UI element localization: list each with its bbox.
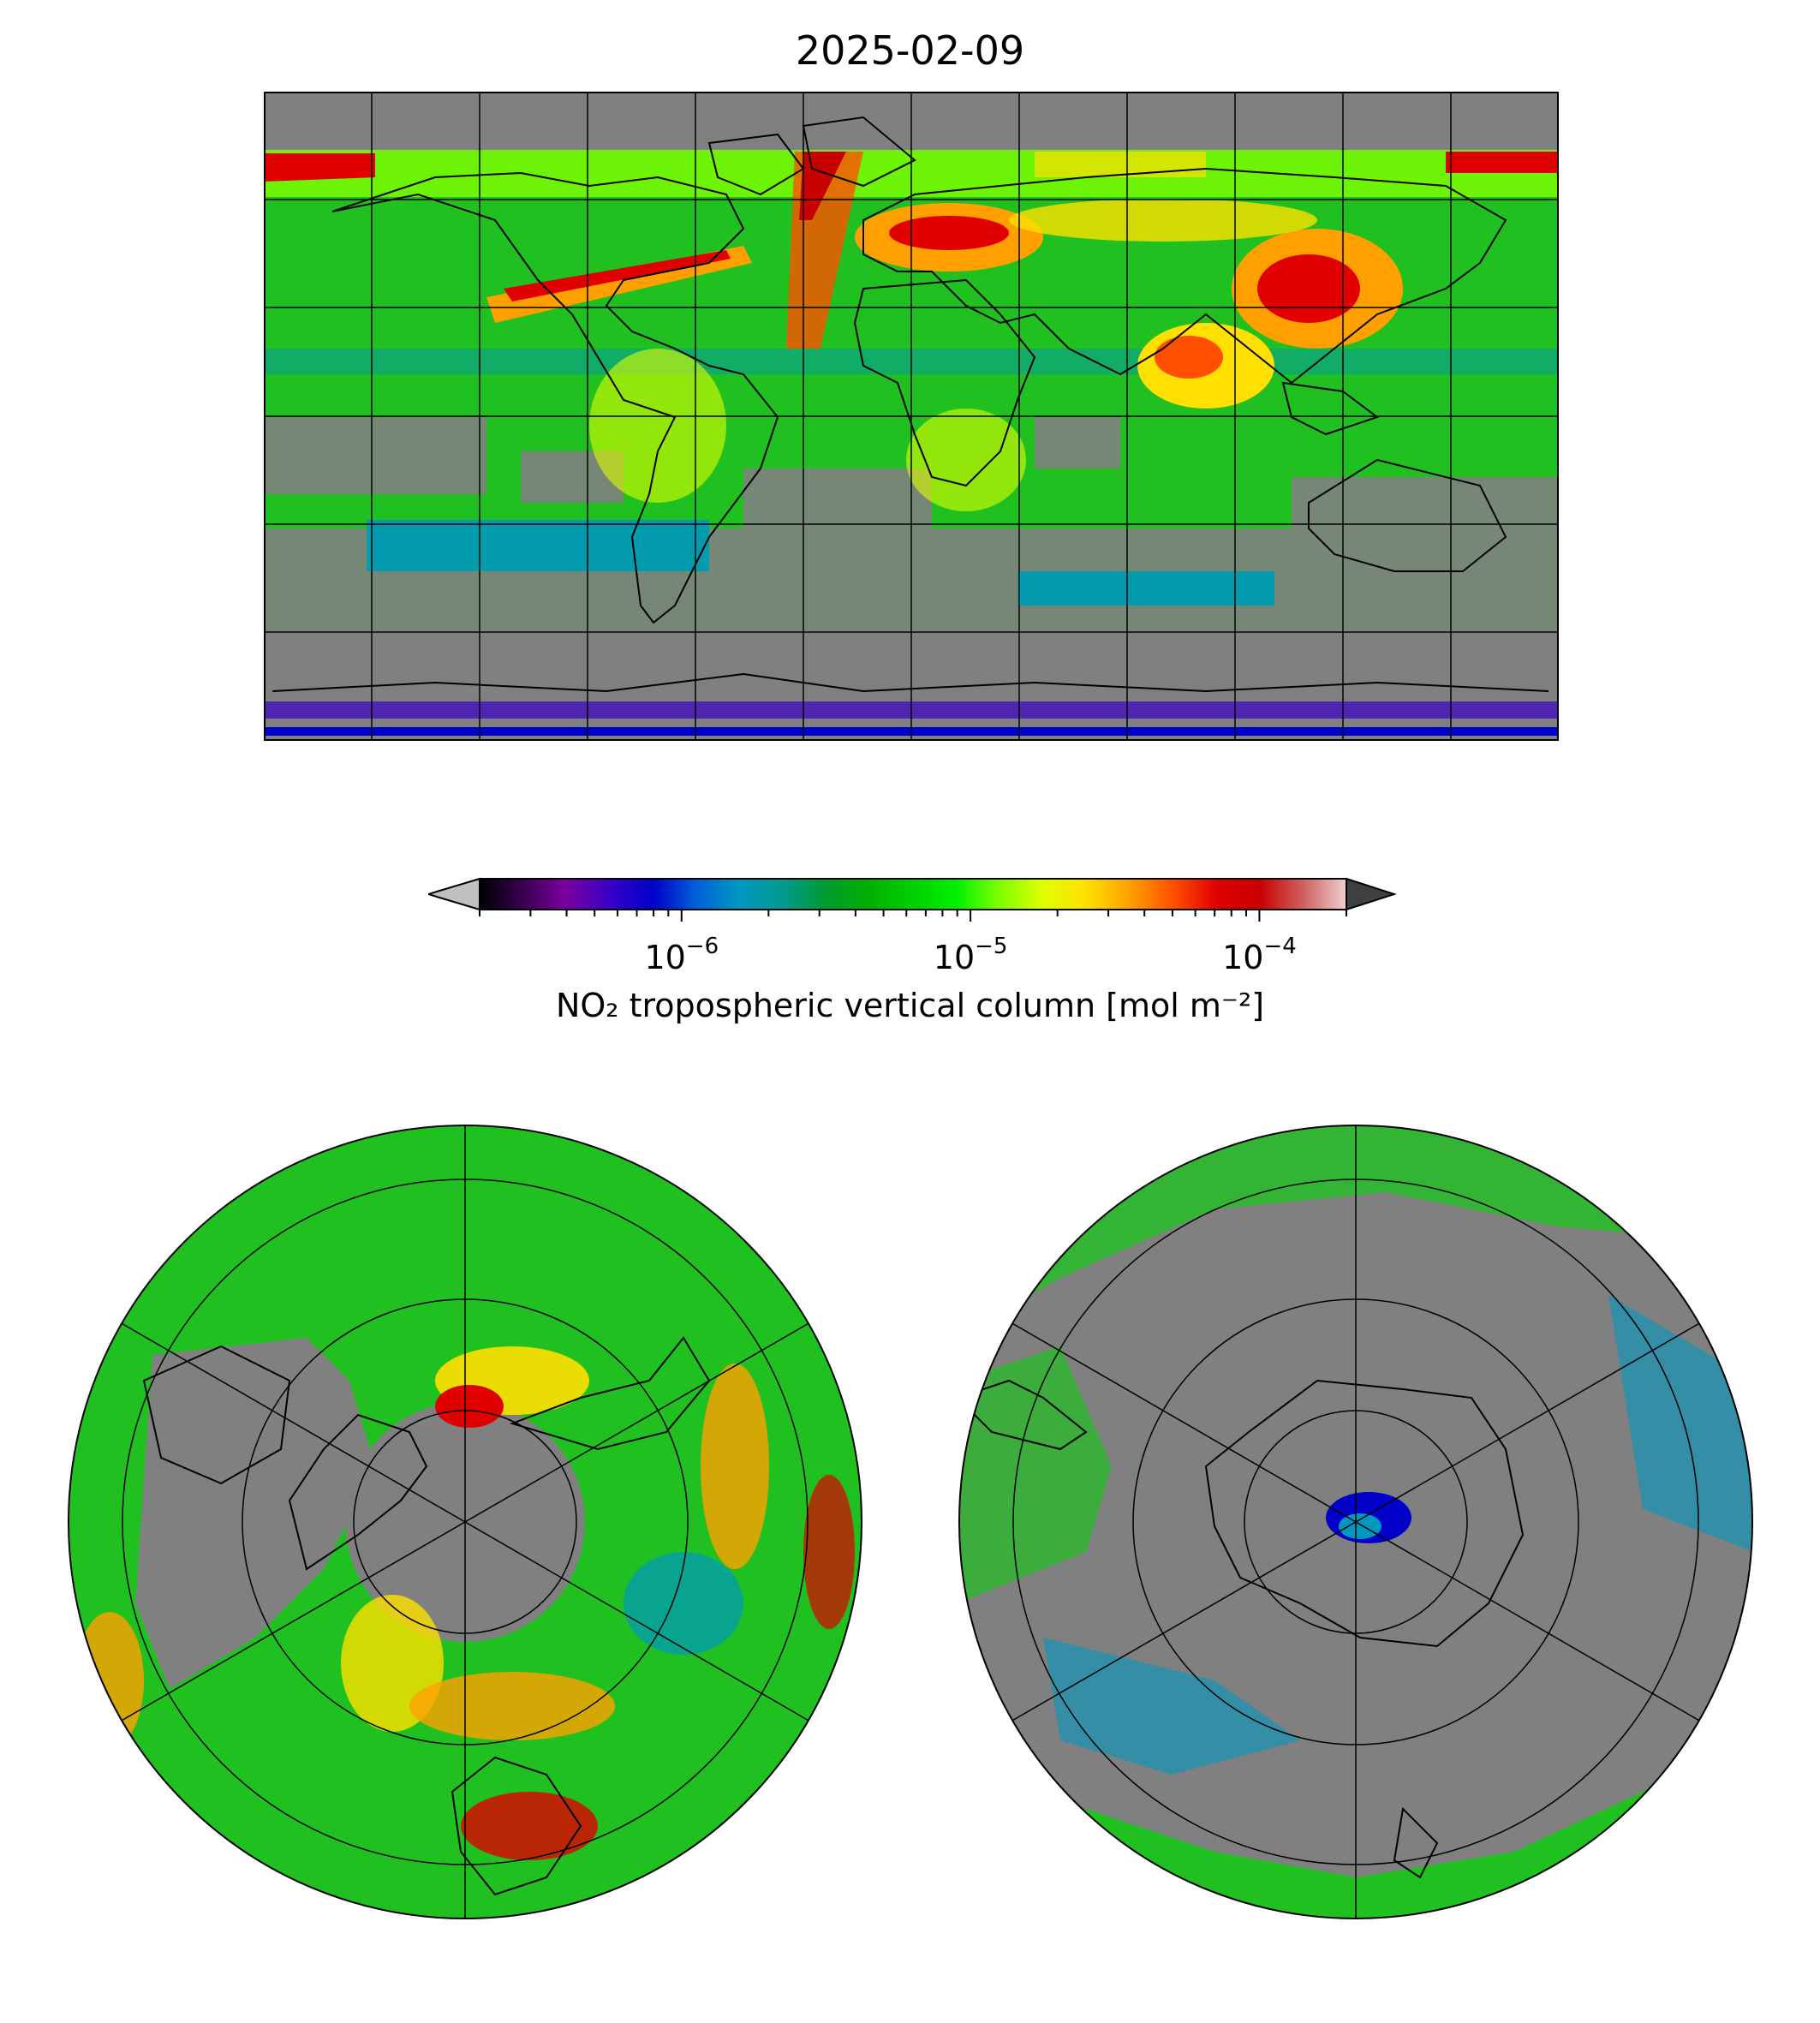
north-polar-graticule	[119, 1125, 811, 1919]
south-polar-coastlines	[959, 1379, 1525, 1879]
south-polar-map	[958, 1125, 1753, 1919]
colorbar-tick-label: 10−4	[1222, 934, 1297, 976]
global-map-frame	[264, 92, 1559, 741]
colorbar-tick-label: 10−5	[933, 934, 1008, 976]
south-polar-graticule	[1010, 1125, 1702, 1919]
colorbar-tick-label: 10−6	[644, 934, 719, 976]
colorbar	[428, 877, 1396, 922]
colorbar-body	[480, 879, 1346, 910]
north-polar-map	[68, 1125, 862, 1919]
colorbar-over-extension	[1346, 877, 1396, 911]
global-map	[264, 92, 1559, 741]
north-polar-coastlines	[142, 1336, 711, 1896]
graticule	[264, 92, 1559, 741]
colorbar-ticks	[479, 910, 1347, 922]
colorbar-label: NO₂ tropospheric vertical column [mol m⁻…	[555, 987, 1265, 1024]
colorbar-under-extension	[428, 877, 480, 911]
no2-high-plumes	[264, 152, 1559, 511]
coastlines	[272, 116, 1549, 693]
figure-title: 2025-02-09	[795, 27, 1025, 74]
